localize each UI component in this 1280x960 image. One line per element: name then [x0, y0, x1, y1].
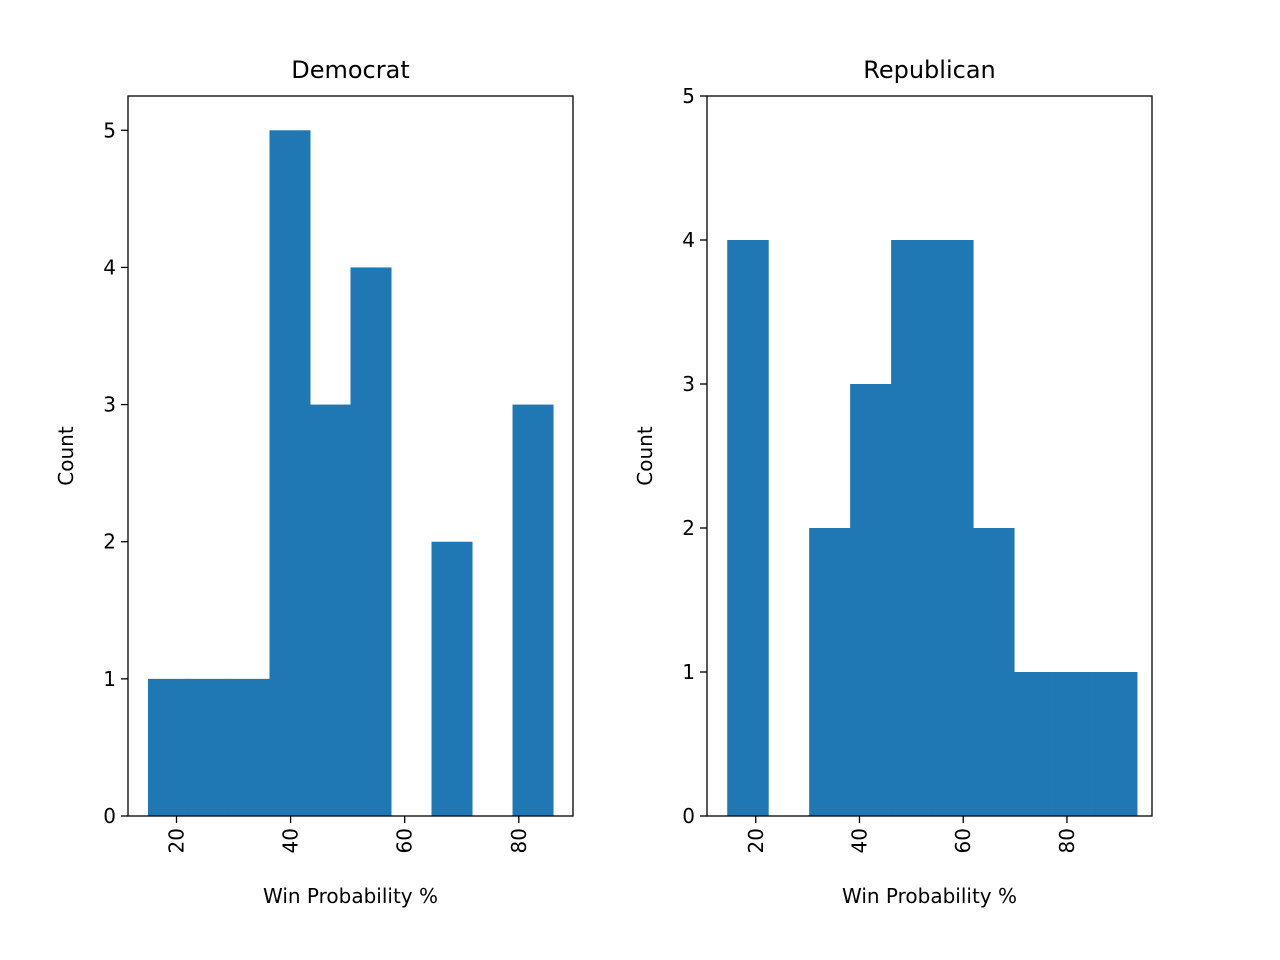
republican-bar-7: [1014, 672, 1056, 816]
democrat-bar-4: [309, 404, 351, 816]
republican-y-ticks: 0 1 2 3 4 5: [682, 84, 707, 828]
democrat-y-tick-label: 5: [103, 118, 116, 142]
democrat-y-tick-label: 0: [103, 804, 116, 828]
democrat-bar-2: [228, 678, 270, 816]
republican-y-tick-label: 1: [682, 660, 695, 684]
democrat-x-tick-label: 20: [164, 828, 188, 853]
democrat-histogram: 20 40 60 80 0 1 2 3 4 5 Democrat Win Probability…: [54, 56, 574, 908]
democrat-x-tick-label: 80: [507, 828, 531, 853]
democrat-y-tick-label: 2: [103, 530, 116, 554]
democrat-bar-1: [188, 678, 230, 816]
democrat-axes-frame: [127, 95, 574, 817]
democrat-x-ticks: 20 40 60 80: [164, 816, 531, 853]
democrat-bar-7: [431, 541, 473, 816]
republican-x-ticks: 20 40 60 80: [744, 816, 1079, 853]
republican-bar-3: [850, 384, 892, 816]
republican-x-tick-label: 40: [847, 828, 871, 853]
republican-y-tick-label: 5: [682, 84, 695, 108]
republican-x-axis-label: Win Probability %: [842, 884, 1017, 908]
democrat-y-axis-label: Count: [54, 426, 78, 486]
republican-y-tick-label: 0: [682, 804, 695, 828]
democrat-title: Democrat: [291, 56, 410, 84]
republican-y-tick-label: 4: [682, 228, 695, 252]
republican-bar-0: [727, 240, 769, 816]
democrat-bars: [147, 130, 554, 817]
democrat-x-tick-label: 60: [393, 828, 417, 853]
democrat-bar-9: [512, 404, 554, 816]
republican-bars: [727, 240, 1138, 816]
republican-title: Republican: [863, 56, 996, 84]
democrat-y-ticks: 0 1 2 3 4 5: [103, 118, 128, 828]
democrat-bar-5: [350, 267, 392, 816]
democrat-y-tick-label: 4: [103, 255, 116, 279]
republican-bar-4: [891, 240, 933, 816]
republican-bar-6: [973, 528, 1015, 816]
republican-histogram: 20 40 60 80 0 1 2 3 4 5 Republican Win Probabili…: [633, 56, 1153, 908]
republican-bar-8: [1055, 672, 1097, 816]
democrat-bar-0: [147, 678, 189, 816]
republican-bar-9: [1095, 672, 1138, 816]
democrat-y-tick-label: 3: [103, 393, 116, 417]
republican-y-axis-label: Count: [633, 426, 657, 486]
republican-bar-2: [809, 528, 851, 816]
republican-x-tick-label: 60: [951, 828, 975, 853]
democrat-bar-3: [269, 130, 311, 817]
republican-axes-frame: [706, 95, 1153, 817]
republican-y-tick-label: 3: [682, 372, 695, 396]
republican-bar-5: [932, 240, 974, 816]
democrat-x-axis-label: Win Probability %: [263, 884, 438, 908]
democrat-y-tick-label: 1: [103, 667, 116, 691]
republican-x-tick-label: 80: [1055, 828, 1079, 853]
democrat-x-tick-label: 40: [279, 828, 303, 853]
republican-x-tick-label: 20: [744, 828, 768, 853]
republican-y-tick-label: 2: [682, 516, 695, 540]
